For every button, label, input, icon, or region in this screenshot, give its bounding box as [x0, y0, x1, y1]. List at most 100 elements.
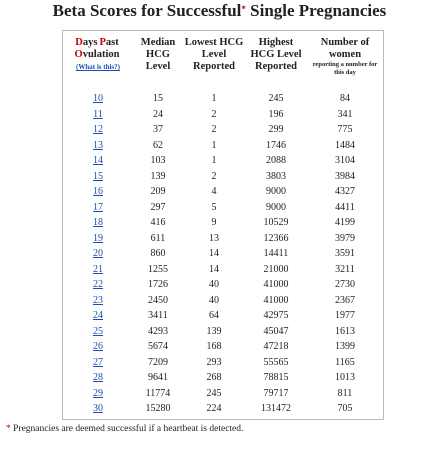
median-cell: 62 [153, 139, 163, 151]
median-cell: 3411 [148, 310, 168, 322]
title-end: Single Pregnancies [250, 1, 387, 20]
table-frame: Days PastOvulation (What is this?) Median … [62, 30, 384, 420]
day-link[interactable]: 13 [93, 139, 103, 151]
lowest-cell: 224 [206, 403, 222, 415]
highest-cell: 47218 [263, 341, 289, 353]
lowest-cell: 5 [211, 201, 217, 213]
women-cell: 84 [340, 93, 350, 105]
lowest-cell: 4 [211, 186, 217, 198]
highest-cell: 245 [268, 93, 284, 105]
median-cell: 611 [150, 232, 166, 244]
day-link[interactable]: 19 [93, 232, 103, 244]
row: 26 5674 168 47218 1399 [63, 339, 383, 355]
women-cell: 4199 [335, 217, 355, 229]
women-cell: 3979 [335, 232, 355, 244]
women-note: reporting a number for this day [312, 61, 378, 76]
women-cell: 1613 [335, 325, 355, 337]
highest-header: Highest HCG Level Reported [250, 37, 302, 72]
lowest-cell: 40 [209, 279, 219, 291]
day-cell: 25 [63, 324, 133, 340]
lowest-cell: 2 [211, 124, 217, 136]
day-link[interactable]: 15 [93, 170, 103, 182]
row: 29 11774 245 79717 811 [63, 386, 383, 402]
day-link[interactable]: 18 [93, 217, 103, 229]
row: 24 3411 64 42975 1977 [63, 308, 383, 324]
day-link[interactable]: 10 [93, 93, 103, 105]
day-link[interactable]: 24 [93, 310, 103, 322]
lowest-cell: 9 [211, 217, 217, 229]
day-link[interactable]: 12 [93, 124, 103, 136]
median-cell: 139 [150, 170, 166, 182]
highest-cell: 10529 [263, 217, 289, 229]
median-cell: 24 [153, 108, 163, 120]
day-link[interactable]: 21 [93, 263, 103, 275]
median-cell: 37 [153, 124, 163, 136]
highest-cell: 9000 [266, 201, 286, 213]
day-link[interactable]: 26 [93, 341, 103, 353]
day-link[interactable]: 16 [93, 186, 103, 198]
median-cell: 1726 [148, 279, 168, 291]
lowest-cell: 1 [211, 155, 217, 167]
row: 28 9641 268 78815 1013 [63, 370, 383, 386]
lowest-cell: 14 [209, 263, 219, 275]
median-cell: 15280 [145, 403, 171, 415]
women-cell: 1484 [335, 139, 355, 151]
help-link[interactable]: (What is this?) [76, 63, 120, 71]
day-cell: 10 [63, 91, 133, 107]
day-cell: 14 [63, 153, 133, 169]
row: 22 1726 40 41000 2730 [63, 277, 383, 293]
day-link[interactable]: 27 [93, 356, 103, 368]
day-link[interactable]: 28 [93, 372, 103, 384]
title: Beta Scores for Successful* Single Pregn… [0, 0, 439, 22]
day-cell: 21 [63, 262, 133, 278]
lowest-cell: 40 [209, 294, 219, 306]
day-cell: 19 [63, 231, 133, 247]
women-cell: 341 [337, 108, 353, 120]
highest-cell: 14411 [263, 248, 289, 260]
day-link[interactable]: 20 [93, 248, 103, 260]
highest-cell: 2088 [266, 155, 286, 167]
days-word: Past [99, 37, 119, 48]
women-cell: 2367 [335, 294, 355, 306]
row: 21 1255 14 21000 3211 [63, 262, 383, 278]
lowest-cell: 245 [206, 387, 222, 399]
day-link[interactable]: 17 [93, 201, 103, 213]
day-link[interactable]: 25 [93, 325, 103, 337]
women-cell: 3104 [335, 155, 355, 167]
day-link[interactable]: 29 [93, 387, 103, 399]
lowest-cell: 14 [209, 248, 219, 260]
highest-cell: 41000 [263, 279, 289, 291]
title-start: Beta Scores for Successful [52, 1, 242, 20]
women-cell: 1399 [335, 341, 355, 353]
median-cell: 5674 [148, 341, 168, 353]
footnote-marker: * [6, 424, 11, 434]
day-cell: 15 [63, 169, 133, 185]
row: 19 611 13 12366 3979 [63, 231, 383, 247]
day-cell: 11 [63, 107, 133, 123]
women-cell: 775 [337, 124, 353, 136]
highest-cell: 299 [268, 124, 284, 136]
lowest-cell: 293 [206, 356, 222, 368]
median-cell: 15 [153, 93, 163, 105]
row: 11 24 2 196 341 [63, 107, 383, 123]
lowest-cell: 268 [206, 372, 222, 384]
day-link[interactable]: 14 [93, 155, 103, 167]
row: 13 62 1 1746 1484 [63, 138, 383, 154]
day-link[interactable]: 11 [93, 108, 103, 120]
day-link[interactable]: 30 [93, 403, 103, 415]
row: 16 209 4 9000 4327 [63, 184, 383, 200]
day-cell: 24 [63, 308, 133, 324]
day-cell: 20 [63, 246, 133, 262]
day-link[interactable]: 23 [93, 294, 103, 306]
day-link[interactable]: 22 [93, 279, 103, 291]
women-cell: 3591 [335, 248, 355, 260]
women-cell: 3984 [335, 170, 355, 182]
day-cell: 29 [63, 386, 133, 402]
women-cell: 1977 [335, 310, 355, 322]
lowest-cell: 2 [211, 108, 217, 120]
highest-cell: 9000 [266, 186, 286, 198]
day-cell: 23 [63, 293, 133, 309]
lowest-cell: 1 [211, 139, 217, 151]
highest-cell: 21000 [263, 263, 289, 275]
highest-cell: 1746 [266, 139, 286, 151]
